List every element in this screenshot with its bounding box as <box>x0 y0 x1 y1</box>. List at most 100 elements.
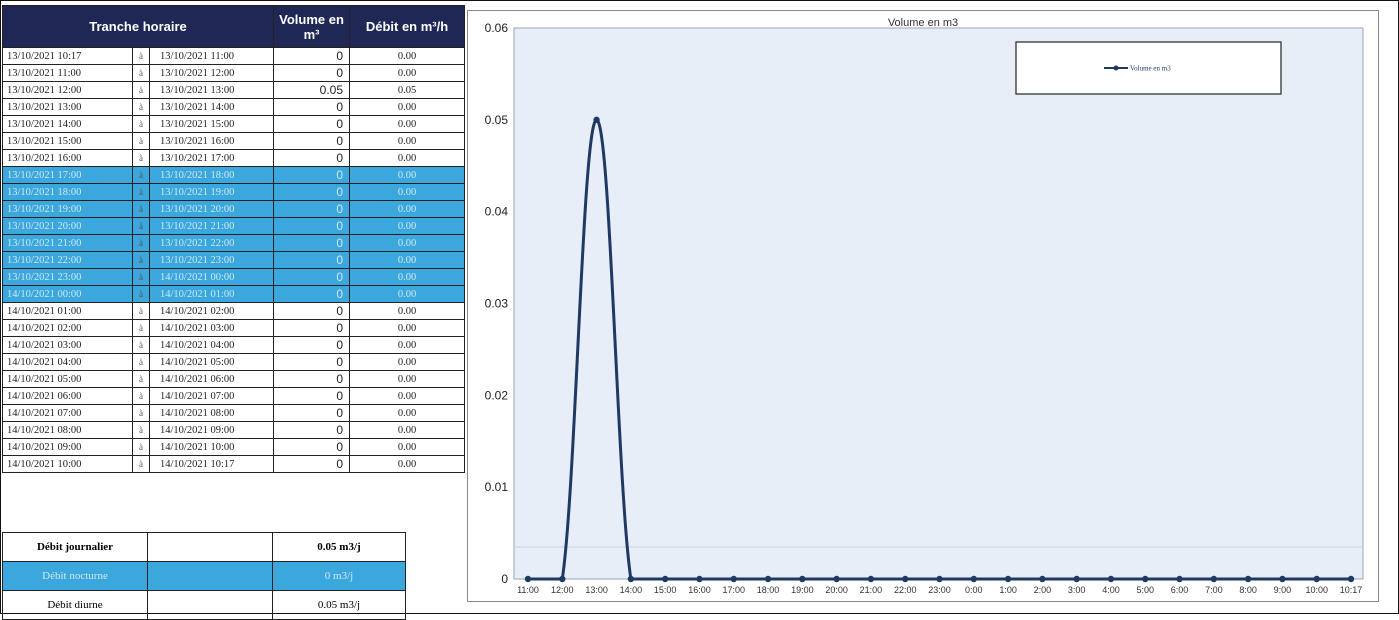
data-point <box>799 575 806 583</box>
row-volume: 0 <box>273 115 351 133</box>
row-end-time: 13/10/2021 19:00 <box>148 183 275 201</box>
row-volume: 0 <box>273 336 351 354</box>
x-tick-label: 4:00 <box>1102 585 1120 595</box>
data-point <box>627 575 635 583</box>
row-debit: 0.00 <box>349 166 466 184</box>
x-tick-label: 10:00 <box>1305 585 1328 595</box>
row-end-time: 14/10/2021 09:00 <box>148 421 275 439</box>
row-end-time: 13/10/2021 13:00 <box>148 81 275 99</box>
series-line-volume <box>528 118 1351 581</box>
row-start-time: 13/10/2021 15:00 <box>2 132 133 150</box>
data-point <box>1210 575 1218 583</box>
debit-diurne-value: 0.05 m3/j <box>272 590 406 620</box>
row-end-time: 14/10/2021 01:00 <box>148 285 275 303</box>
row-separator: à <box>132 217 150 235</box>
data-point <box>559 575 566 583</box>
data-point <box>593 116 600 124</box>
row-debit: 0.00 <box>349 234 466 252</box>
y-tick-label: 0.03 <box>485 297 509 311</box>
row-separator: à <box>132 234 150 252</box>
x-tick-label: 6:00 <box>1171 585 1189 595</box>
x-tick-label: 8:00 <box>1239 585 1257 595</box>
y-tick-label: 0.02 <box>485 388 509 402</box>
row-volume: 0 <box>273 285 351 303</box>
x-tick-label: 18:00 <box>757 585 780 595</box>
x-tick-label: 3:00 <box>1068 585 1086 595</box>
x-tick-label: 2:00 <box>1034 585 1052 595</box>
row-end-time: 13/10/2021 22:00 <box>148 234 275 252</box>
row-separator: à <box>132 336 150 354</box>
row-volume: 0 <box>273 64 351 82</box>
x-tick-label: 16:00 <box>688 585 711 595</box>
chart-title: Volume en m3 <box>888 17 958 29</box>
row-volume: 0 <box>273 370 351 388</box>
row-separator: à <box>132 81 150 99</box>
row-separator: à <box>132 421 150 439</box>
row-end-time: 13/10/2021 15:00 <box>148 115 275 133</box>
row-separator: à <box>132 115 150 133</box>
row-start-time: 14/10/2021 03:00 <box>2 336 133 354</box>
table-row: 14/10/2021 06:00 à 14/10/2021 07:00 0 0.00 <box>2 387 466 405</box>
y-tick-label: 0.04 <box>485 205 509 219</box>
row-separator: à <box>132 319 150 337</box>
data-point <box>764 575 772 583</box>
table-header-row: Tranche horaire Volume en m³ Débit en m³… <box>1 5 466 48</box>
row-debit: 0.00 <box>349 183 466 201</box>
row-volume: 0 <box>273 149 351 167</box>
y-tick-label: 0.05 <box>485 113 509 127</box>
row-separator: à <box>132 302 150 320</box>
data-point <box>1073 575 1080 583</box>
row-end-time: 14/10/2021 02:00 <box>148 302 275 320</box>
row-debit: 0.00 <box>349 64 466 82</box>
row-debit: 0.00 <box>349 47 466 65</box>
row-start-time: 14/10/2021 00:00 <box>2 285 133 303</box>
row-end-time: 13/10/2021 17:00 <box>148 149 275 167</box>
data-point <box>1244 575 1252 583</box>
summary-empty-cell <box>147 532 273 562</box>
table-row: 13/10/2021 18:00 à 13/10/2021 19:00 0 0.00 <box>2 183 466 201</box>
row-end-time: 13/10/2021 18:00 <box>148 166 275 184</box>
row-end-time: 13/10/2021 23:00 <box>148 251 275 269</box>
row-volume: 0 <box>273 166 351 184</box>
row-start-time: 14/10/2021 04:00 <box>2 353 133 371</box>
row-start-time: 14/10/2021 07:00 <box>2 404 133 422</box>
data-point <box>730 575 737 583</box>
row-volume: 0 <box>273 183 351 201</box>
debit-diurne-label: Débit diurne <box>2 590 148 620</box>
row-volume: 0 <box>273 353 351 371</box>
table-row: 13/10/2021 14:00 à 13/10/2021 15:00 0 0.00 <box>2 115 466 133</box>
row-separator: à <box>132 404 150 422</box>
row-start-time: 13/10/2021 17:00 <box>2 166 133 184</box>
row-start-time: 14/10/2021 10:00 <box>2 455 133 473</box>
table-row: 14/10/2021 02:00 à 14/10/2021 03:00 0 0.00 <box>2 319 466 337</box>
x-tick-label: 10:17 <box>1340 585 1363 595</box>
debit-nocturne-value: 0 m3/j <box>272 561 406 591</box>
row-debit: 0.00 <box>349 251 466 269</box>
row-separator: à <box>132 149 150 167</box>
row-debit: 0.00 <box>349 455 466 473</box>
row-volume: 0 <box>273 132 351 150</box>
data-point <box>1142 575 1149 583</box>
row-start-time: 14/10/2021 09:00 <box>2 438 133 456</box>
summary-empty-cell <box>147 561 273 591</box>
row-separator: à <box>132 455 150 473</box>
data-point <box>833 575 840 583</box>
row-debit: 0.00 <box>349 200 466 218</box>
table-row: 14/10/2021 00:00 à 14/10/2021 01:00 0 0.00 <box>2 285 466 303</box>
row-end-time: 14/10/2021 00:00 <box>148 268 275 286</box>
data-point <box>1004 575 1012 583</box>
legend-label: Volume en m3 <box>1130 65 1171 73</box>
header-tranche-horaire: Tranche horaire <box>1 5 275 48</box>
x-tick-label: 19:00 <box>791 585 814 595</box>
row-debit: 0.00 <box>349 285 466 303</box>
row-volume: 0 <box>273 438 351 456</box>
row-debit: 0.05 <box>349 81 466 99</box>
row-debit: 0.00 <box>349 98 466 116</box>
table-row: 13/10/2021 21:00 à 13/10/2021 22:00 0 0.00 <box>2 234 466 252</box>
x-tick-label: 7:00 <box>1205 585 1223 595</box>
row-end-time: 14/10/2021 04:00 <box>148 336 275 354</box>
row-separator: à <box>132 166 150 184</box>
table-row: 14/10/2021 03:00 à 14/10/2021 04:00 0 0.00 <box>2 336 466 354</box>
x-tick-label: 11:00 <box>517 585 539 595</box>
x-tick-label: 22:00 <box>894 585 917 595</box>
